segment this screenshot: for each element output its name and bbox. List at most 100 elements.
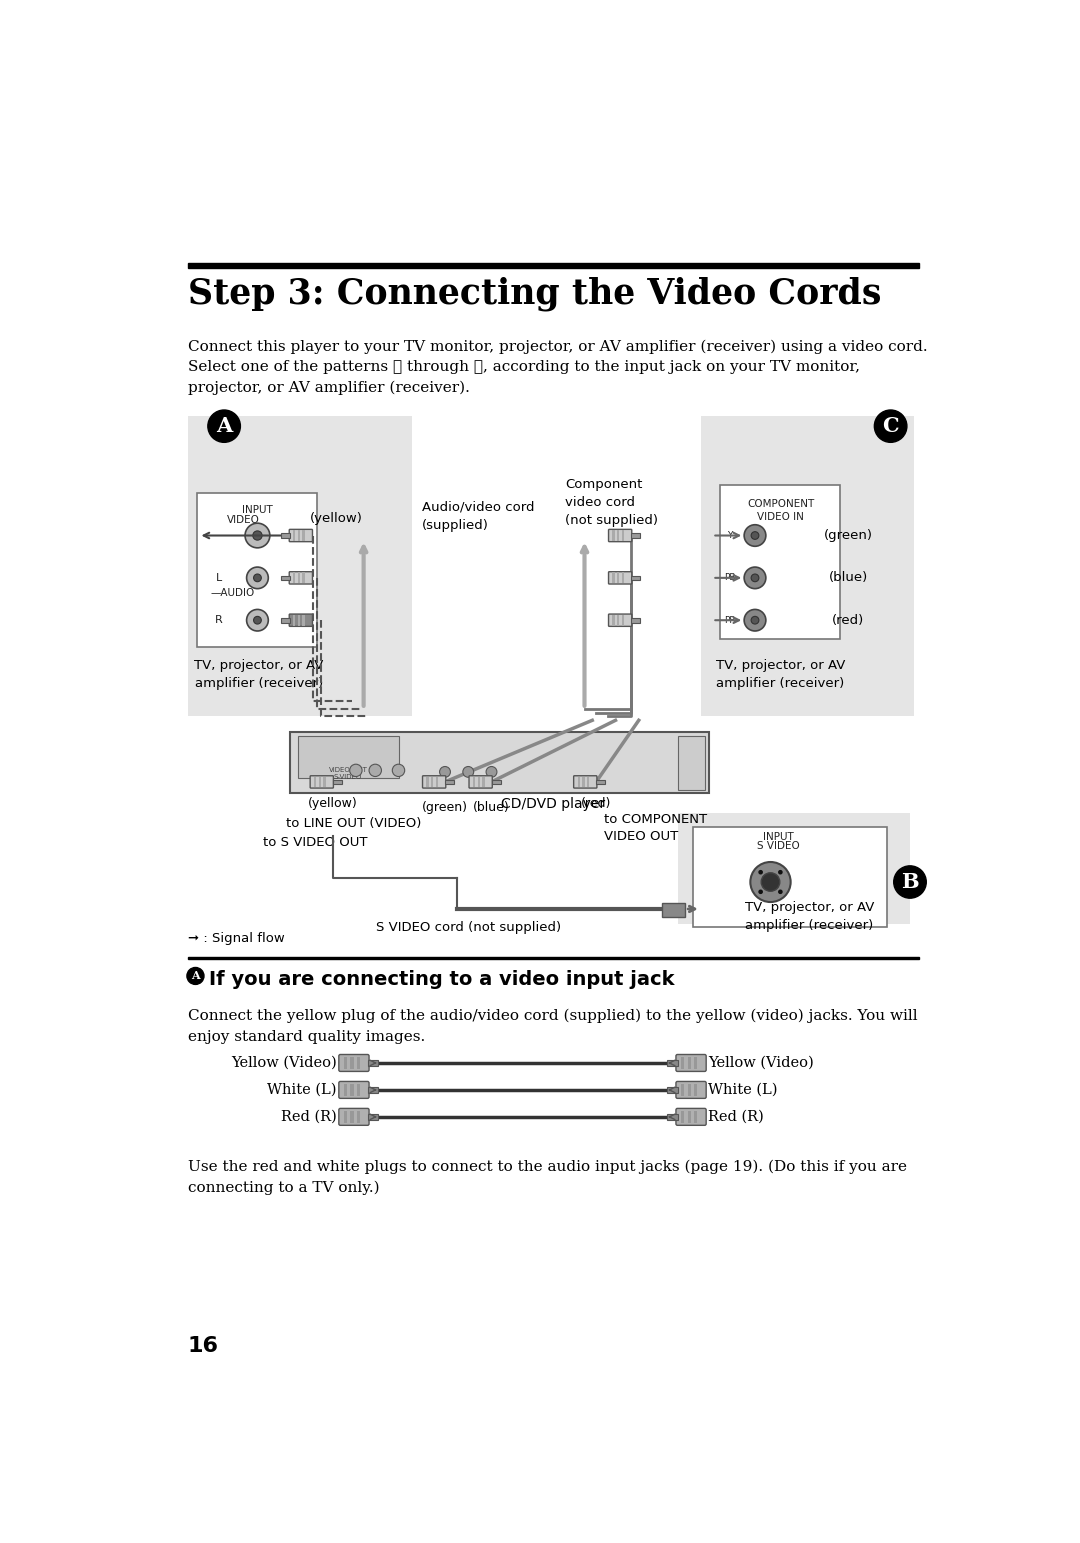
FancyBboxPatch shape (197, 494, 318, 647)
Text: Connect this player to your TV monitor, projector, or AV amplifier (receiver) us: Connect this player to your TV monitor, … (188, 339, 928, 395)
Bar (693, 1083, 697, 1096)
Circle shape (778, 889, 783, 893)
Text: (yellow): (yellow) (310, 512, 363, 525)
Bar (435, 776, 438, 787)
Bar (431, 776, 433, 787)
Bar (688, 1111, 691, 1123)
Text: White (L): White (L) (708, 1083, 778, 1097)
Bar (666, 1060, 677, 1066)
Circle shape (246, 568, 268, 588)
Text: (green): (green) (824, 529, 873, 542)
Bar (281, 617, 291, 622)
FancyBboxPatch shape (339, 1082, 369, 1099)
Text: R: R (215, 616, 222, 625)
Circle shape (875, 410, 907, 443)
Bar (356, 1057, 360, 1069)
Circle shape (778, 870, 783, 875)
Text: S VIDEO cord (not supplied): S VIDEO cord (not supplied) (376, 921, 561, 934)
FancyBboxPatch shape (693, 827, 887, 927)
Text: C: C (882, 417, 899, 437)
Bar (582, 776, 584, 787)
Circle shape (744, 525, 766, 546)
FancyBboxPatch shape (608, 614, 632, 626)
Circle shape (751, 616, 759, 623)
Bar (622, 614, 624, 625)
Text: to COMPONENT
VIDEO OUT: to COMPONENT VIDEO OUT (604, 813, 707, 842)
Text: 16: 16 (188, 1336, 218, 1356)
Bar (631, 534, 640, 539)
FancyBboxPatch shape (608, 529, 632, 542)
Text: (yellow): (yellow) (308, 798, 357, 810)
Circle shape (369, 764, 381, 776)
Bar (293, 531, 296, 542)
FancyBboxPatch shape (339, 1054, 369, 1071)
Bar (631, 576, 640, 580)
Bar (688, 1057, 691, 1069)
FancyBboxPatch shape (422, 776, 446, 788)
Bar (473, 776, 475, 787)
Bar (188, 262, 919, 268)
Text: to S VIDEO OUT: to S VIDEO OUT (262, 836, 367, 849)
Text: L: L (216, 572, 221, 583)
FancyBboxPatch shape (289, 529, 312, 542)
Bar (345, 1111, 348, 1123)
Bar (293, 572, 296, 583)
Circle shape (744, 568, 766, 588)
Bar (298, 531, 300, 542)
FancyBboxPatch shape (676, 1082, 706, 1099)
Circle shape (744, 609, 766, 631)
Bar (345, 1083, 348, 1096)
Bar (367, 1086, 378, 1092)
Bar (617, 531, 619, 542)
Text: TV, projector, or AV
amplifier (receiver): TV, projector, or AV amplifier (receiver… (716, 659, 846, 690)
Bar (293, 614, 296, 625)
Text: CD/DVD player: CD/DVD player (501, 798, 606, 812)
Bar (319, 776, 321, 787)
Bar (578, 776, 580, 787)
Bar (281, 534, 291, 539)
FancyBboxPatch shape (608, 572, 632, 583)
FancyBboxPatch shape (676, 1108, 706, 1125)
Bar (188, 417, 413, 716)
Bar (482, 776, 485, 787)
Bar (622, 572, 624, 583)
Bar (302, 572, 305, 583)
Bar (693, 1111, 697, 1123)
Bar (302, 531, 305, 542)
Bar (666, 1114, 677, 1120)
Circle shape (751, 574, 759, 582)
Bar (631, 617, 640, 622)
Text: VIDEO: VIDEO (227, 515, 260, 525)
Bar (367, 1060, 378, 1066)
Circle shape (245, 523, 270, 548)
FancyBboxPatch shape (310, 776, 334, 788)
Text: Component
video cord
(not supplied): Component video cord (not supplied) (565, 478, 658, 526)
FancyBboxPatch shape (291, 731, 708, 793)
Bar (666, 1086, 677, 1092)
Bar (681, 1111, 685, 1123)
Circle shape (894, 866, 927, 898)
Bar (298, 614, 300, 625)
Circle shape (392, 764, 405, 776)
Text: (green): (green) (422, 801, 468, 815)
Bar (491, 779, 501, 784)
Text: COMPONENT
VIDEO IN: COMPONENT VIDEO IN (747, 500, 814, 522)
Bar (681, 1083, 685, 1096)
Text: TV, projector, or AV
amplifier (receiver): TV, projector, or AV amplifier (receiver… (744, 901, 874, 932)
Bar (367, 1114, 378, 1120)
Bar (333, 779, 342, 784)
Bar (298, 572, 300, 583)
Bar (612, 614, 615, 625)
Text: White (L): White (L) (267, 1083, 337, 1097)
Text: Y: Y (728, 531, 733, 540)
Bar (693, 1057, 697, 1069)
Text: Audio/video cord
(supplied): Audio/video cord (supplied) (422, 501, 535, 532)
Circle shape (440, 767, 450, 778)
Bar (677, 736, 704, 790)
FancyBboxPatch shape (289, 572, 312, 583)
Bar (356, 1083, 360, 1096)
Circle shape (761, 873, 780, 892)
Bar (323, 776, 326, 787)
Text: A: A (191, 971, 200, 981)
Text: (blue): (blue) (828, 571, 867, 585)
